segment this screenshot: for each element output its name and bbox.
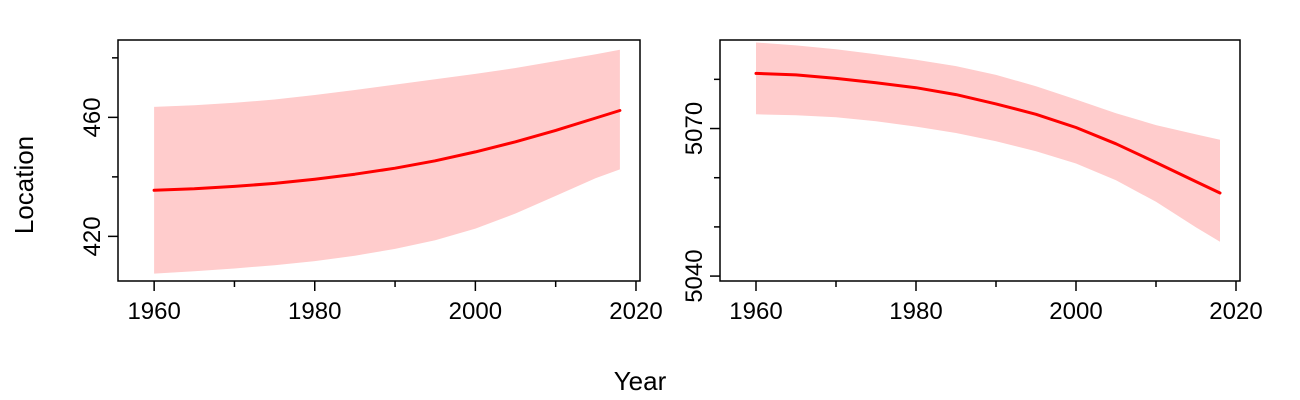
x-tick-label: 1980 xyxy=(889,298,942,325)
y-tick-label: 460 xyxy=(79,97,106,137)
x-tick-label: 2000 xyxy=(449,298,502,325)
x-tick-label: 2020 xyxy=(1209,298,1262,325)
y-tick-label: 5040 xyxy=(681,249,708,302)
x-tick-label: 2020 xyxy=(609,298,662,325)
x-tick-label: 2000 xyxy=(1049,298,1102,325)
x-tick-label: 1960 xyxy=(729,298,782,325)
right-panel: 1960 1980 2000 2020 5040 5070 xyxy=(681,39,1263,325)
trend-line xyxy=(754,71,1222,195)
x-axis-title: Year xyxy=(614,366,667,396)
left-panel: 1960 1980 2000 2020 420 460 xyxy=(79,39,663,325)
y-axis-title: Location xyxy=(9,136,39,234)
confidence-band xyxy=(154,49,620,274)
trend-line xyxy=(152,109,622,192)
x-tick-label: 1960 xyxy=(127,298,180,325)
x-tick-label: 1980 xyxy=(288,298,341,325)
y-tick-label: 420 xyxy=(79,216,106,256)
y-tick-label: 5070 xyxy=(681,102,708,155)
confidence-band xyxy=(756,42,1220,242)
plot-frame xyxy=(117,39,641,282)
plot-frame xyxy=(719,39,1241,282)
